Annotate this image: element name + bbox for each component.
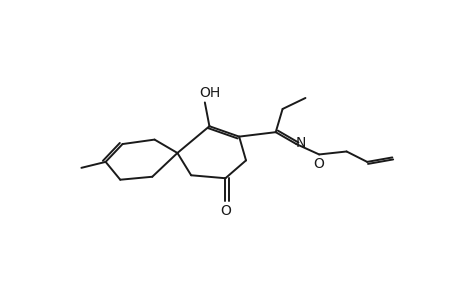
Text: O: O bbox=[313, 157, 324, 171]
Text: N: N bbox=[295, 136, 306, 151]
Text: OH: OH bbox=[198, 86, 219, 100]
Text: O: O bbox=[219, 204, 230, 218]
